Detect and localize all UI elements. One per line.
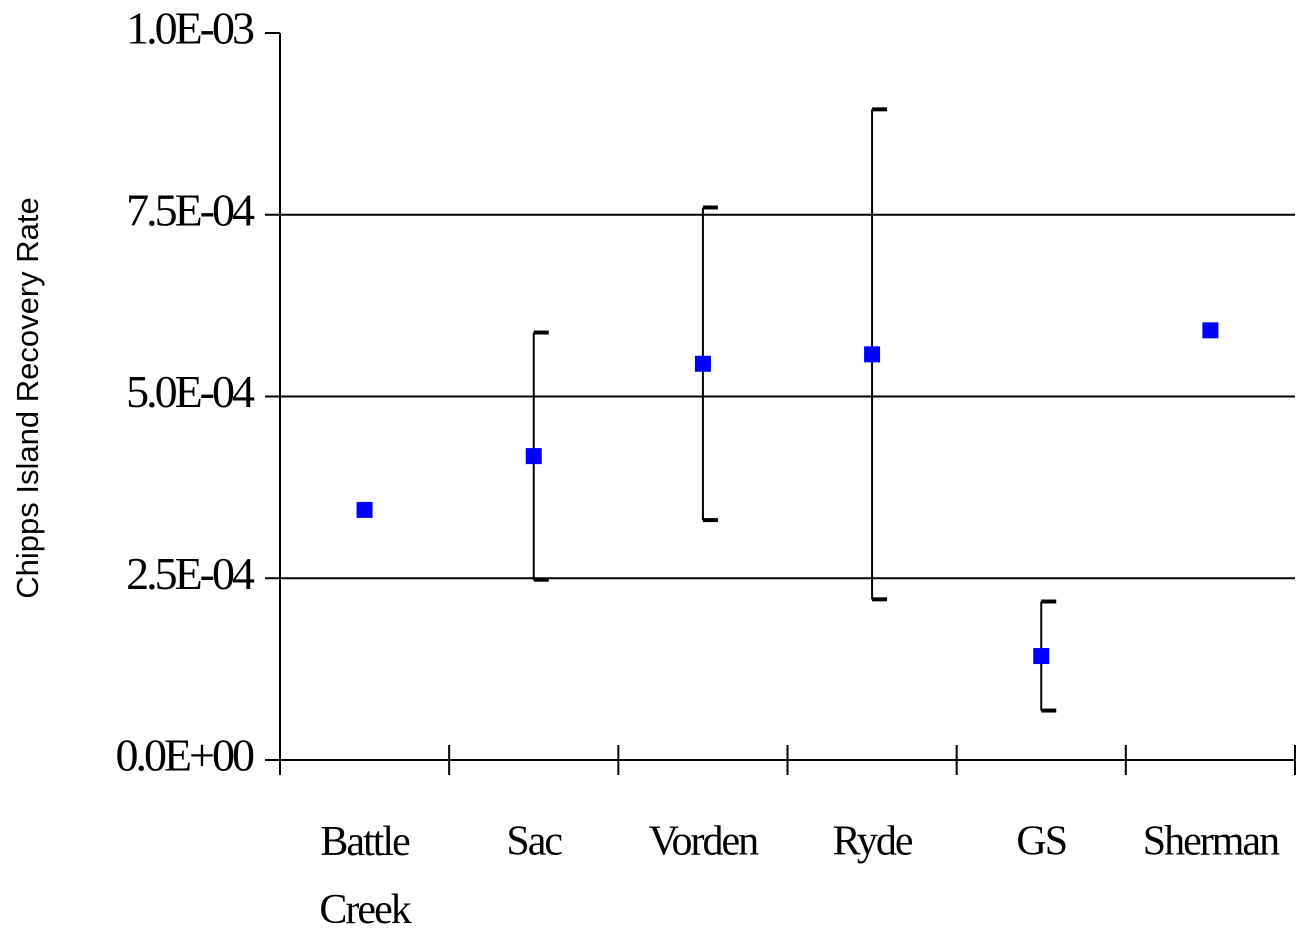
marker — [1033, 648, 1050, 665]
x-tick-label: GS — [1016, 819, 1066, 865]
y-tick-label: 5.0E-04 — [126, 366, 255, 417]
x-tick-label: Sherman — [1143, 819, 1280, 865]
marker — [1202, 322, 1219, 339]
marker — [694, 355, 711, 372]
marker — [525, 448, 542, 465]
marker — [864, 346, 881, 363]
y-tick-label: 7.5E-04 — [126, 184, 255, 235]
marker — [356, 501, 373, 518]
y-tick-label: 1.0E-03 — [126, 3, 254, 54]
y-tick-label: 0.0E+00 — [115, 730, 254, 781]
x-tick-label: Ryde — [833, 819, 913, 865]
x-tick-label: Sac — [506, 819, 562, 865]
y-axis-title: Chipps Island Recovery Rate — [10, 197, 45, 598]
y-tick-label: 2.5E-04 — [126, 548, 255, 599]
x-tick-label: Battle Creek — [319, 819, 411, 933]
x-tick-label: Vorden — [649, 819, 760, 865]
